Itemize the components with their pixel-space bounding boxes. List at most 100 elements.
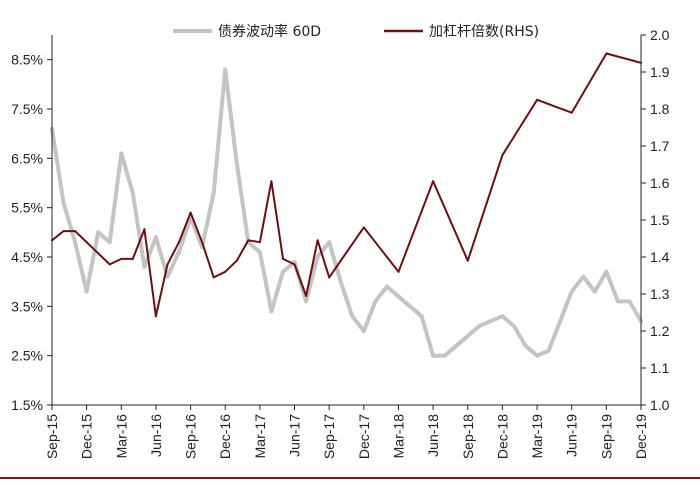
data-point: [615, 299, 620, 304]
x-tick-label: Mar-17: [252, 414, 268, 459]
legend-label-volatility: 债券波动率 60D: [218, 23, 321, 40]
y-right-tick-label: 1.0: [650, 397, 670, 413]
data-point: [350, 314, 355, 319]
x-tick-label: Sep-15: [44, 414, 60, 459]
data-point: [269, 309, 274, 314]
data-point: [627, 299, 632, 304]
data-point: [177, 250, 181, 255]
data-point: [131, 257, 134, 260]
y-right-tick-label: 1.8: [650, 101, 670, 117]
y-right-tick-label: 1.5: [650, 212, 670, 228]
data-point: [223, 67, 228, 72]
data-point: [570, 111, 573, 114]
data-point: [466, 259, 469, 262]
data-point: [120, 257, 123, 260]
y-left-tick-label: 4.5%: [11, 249, 43, 265]
x-tick-label: Sep-18: [460, 414, 476, 459]
data-point: [234, 161, 239, 166]
x-tick-label: Dec-19: [633, 414, 649, 459]
x-tick-label: Dec-16: [217, 414, 233, 459]
data-point: [119, 151, 124, 156]
data-point: [247, 239, 250, 242]
data-point: [143, 228, 146, 231]
data-point: [293, 263, 296, 266]
data-point: [362, 226, 365, 229]
data-point: [501, 154, 504, 157]
data-point: [73, 240, 78, 245]
y-right-tick-label: 1.6: [650, 175, 670, 191]
data-point: [536, 98, 539, 101]
series-1: [51, 52, 642, 318]
data-point: [212, 276, 215, 279]
data-point: [189, 211, 192, 214]
data-point: [282, 257, 284, 260]
data-point: [546, 348, 551, 353]
data-point: [130, 190, 135, 195]
series-line: [51, 52, 642, 318]
data-point: [96, 230, 101, 235]
data-point: [62, 230, 65, 233]
series-line: [50, 67, 643, 358]
data-point: [211, 190, 216, 195]
x-tick-label: Jun-16: [148, 414, 164, 457]
y-right-tick-label: 1.7: [650, 138, 670, 154]
data-point: [165, 274, 170, 279]
data-point: [142, 264, 147, 269]
data-point: [84, 289, 89, 294]
data-point: [500, 314, 505, 319]
data-point: [558, 319, 563, 324]
data-point: [305, 294, 308, 297]
x-tick-label: Jun-19: [564, 414, 580, 457]
data-point: [328, 276, 331, 279]
data-point: [396, 294, 401, 299]
data-point: [569, 289, 574, 294]
x-tick-label: Dec-18: [494, 414, 510, 459]
data-point: [419, 314, 424, 319]
data-point: [373, 299, 378, 304]
data-point: [281, 269, 285, 274]
y-left-tick-label: 8.5%: [11, 52, 43, 68]
x-tick-label: Jun-17: [287, 414, 303, 457]
data-point: [512, 324, 516, 329]
x-tick-label: Sep-17: [321, 414, 337, 459]
data-point: [431, 353, 436, 358]
y-left-tick-label: 6.5%: [11, 150, 43, 166]
data-point: [316, 239, 319, 242]
data-point: [442, 353, 447, 358]
data-point: [338, 279, 343, 284]
y-right-tick-label: 1.3: [650, 286, 670, 302]
data-point: [432, 180, 435, 183]
data-point: [201, 241, 204, 244]
y-left-tick-label: 7.5%: [11, 101, 43, 117]
data-point: [581, 274, 586, 279]
data-point: [535, 353, 540, 358]
data-point: [107, 240, 112, 245]
tick-layer: 1.5% 2.5% 3.5% 4.5% 5.5% 6.5% 7.5% 8.5% 1.0 1.1 1.…: [11, 27, 670, 459]
x-tick-label: Mar-18: [390, 414, 406, 459]
data-point: [315, 255, 320, 259]
data-point: [153, 235, 158, 240]
y-right-tick-label: 1.4: [650, 249, 670, 265]
y-right-tick-label: 1.2: [650, 323, 670, 339]
data-point: [397, 270, 400, 273]
data-point: [477, 324, 482, 329]
data-point: [97, 252, 100, 255]
legend: 债券波动率 60D 加杠杆倍数(RHS): [173, 23, 539, 40]
y-left-tick-label: 5.5%: [11, 200, 43, 216]
data-point: [74, 230, 77, 233]
data-point: [488, 319, 493, 324]
data-point: [523, 343, 528, 348]
x-tick-label: Sep-19: [598, 414, 614, 459]
data-point: [257, 250, 262, 255]
legend-label-leverage: 加杠杆倍数(RHS): [429, 24, 539, 40]
x-tick-label: Dec-17: [356, 414, 372, 459]
data-point: [258, 241, 261, 244]
data-point: [85, 241, 88, 244]
data-point: [108, 263, 111, 266]
y-left-tick-label: 3.5%: [11, 298, 43, 314]
data-point: [361, 329, 366, 333]
data-point: [61, 200, 66, 205]
x-tick-label: Mar-19: [529, 414, 545, 459]
y-left-tick-label: 2.5%: [11, 348, 43, 364]
